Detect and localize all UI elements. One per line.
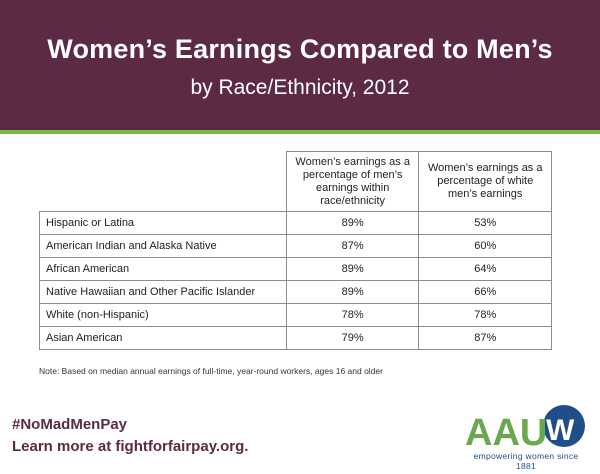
row-label: American Indian and Alaska Native — [39, 234, 287, 258]
row-label: White (non-Hispanic) — [39, 303, 287, 327]
table-note: Note: Based on median annual earnings of… — [39, 366, 383, 376]
cell-within-race: 79% — [285, 326, 420, 350]
cell-white-men: 66% — [418, 280, 552, 304]
row-label: African American — [39, 257, 287, 281]
cell-white-men: 60% — [418, 234, 552, 258]
cell-within-race: 89% — [285, 280, 420, 304]
page-title: Women’s Earnings Compared to Men’s — [47, 34, 553, 64]
table-row: White (non-Hispanic) 78% 78% — [39, 303, 552, 327]
cell-within-race: 87% — [285, 234, 420, 258]
column-header-white-men: Women’s earnings as a percentage of whit… — [418, 151, 552, 212]
logo-w-letter: W — [546, 414, 575, 447]
cell-white-men: 53% — [418, 211, 552, 235]
table-header-row: Women’s earnings as a percentage of men’… — [39, 151, 552, 212]
table-row: Native Hawaiian and Other Pacific Island… — [39, 280, 552, 304]
column-header-within-race: Women’s earnings as a percentage of men’… — [285, 151, 420, 212]
logo-tagline: empowering women since 1881 — [473, 451, 579, 471]
row-label: Hispanic or Latina — [39, 211, 287, 235]
green-divider — [0, 130, 600, 134]
table-row: Asian American 79% 87% — [39, 326, 552, 350]
table-row: African American 89% 64% — [39, 257, 552, 281]
logo-circle — [543, 405, 585, 447]
cell-within-race: 89% — [285, 257, 420, 281]
cell-within-race: 78% — [285, 303, 420, 327]
cell-white-men: 64% — [418, 257, 552, 281]
logo-wordmark: AAU — [465, 412, 547, 451]
header-banner: Women’s Earnings Compared to Men’s by Ra… — [0, 0, 600, 130]
cell-white-men: 87% — [418, 326, 552, 350]
hashtag: #NoMadMenPay — [12, 416, 128, 433]
learn-more-link[interactable]: Learn more at fightforfairpay.org. — [12, 438, 249, 455]
table-corner-cell — [39, 151, 287, 212]
cell-within-race: 89% — [285, 211, 420, 235]
table-row: American Indian and Alaska Native 87% 60… — [39, 234, 552, 258]
row-label: Native Hawaiian and Other Pacific Island… — [39, 280, 287, 304]
aauw-logo-mark: AAU W — [465, 405, 585, 451]
earnings-table: Women’s earnings as a percentage of men’… — [39, 151, 552, 350]
row-label: Asian American — [39, 326, 287, 350]
table-row: Hispanic or Latina 89% 53% — [39, 211, 552, 235]
aauw-logo: AAU W empowering women since 1881 — [463, 403, 589, 471]
page-subtitle: by Race/Ethnicity, 2012 — [190, 76, 410, 99]
cell-white-men: 78% — [418, 303, 552, 327]
